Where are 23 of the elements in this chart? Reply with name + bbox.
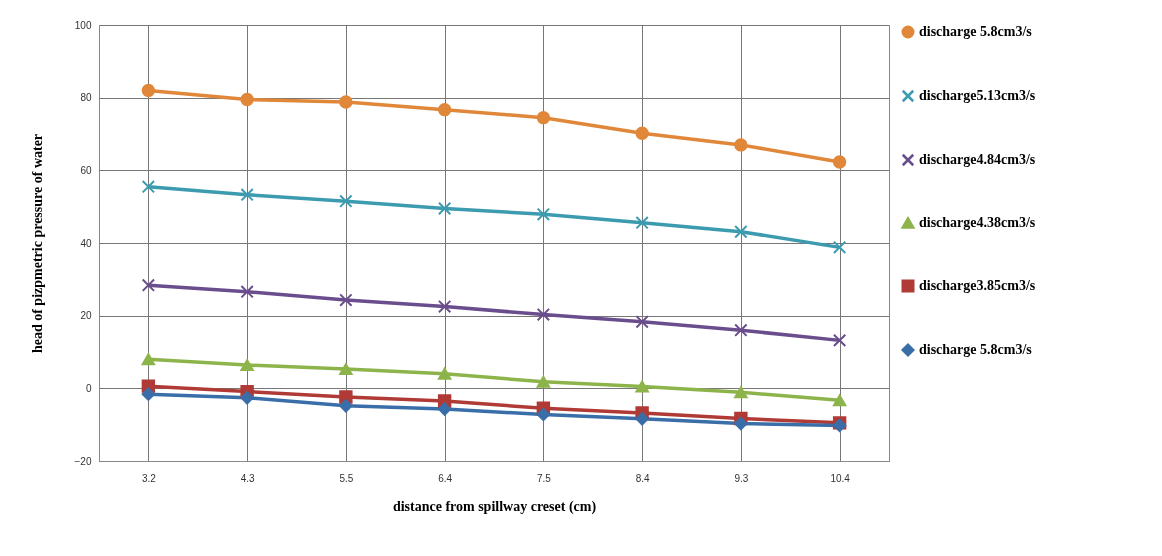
x-tick-label: 5.5 [339, 472, 354, 484]
legend-label: discharge5.13cm3/s [919, 88, 1036, 103]
x-tick-label: 10.4 [830, 472, 851, 484]
x-tick-label: 4.3 [240, 472, 256, 484]
y-tick-label: 80 [80, 92, 92, 104]
y-tick-label: 20 [80, 310, 92, 322]
y-tick-label: −20 [74, 455, 92, 467]
x-tick-label: 6.4 [438, 472, 453, 484]
legend-label: discharge 5.8cm3/s [919, 24, 1033, 39]
y-tick-label: 60 [80, 164, 92, 176]
legend-label: discharge4.38cm3/s [919, 215, 1036, 230]
legend-label: discharge4.84cm3/s [919, 152, 1036, 167]
x-tick-label: 7.5 [536, 472, 552, 484]
y-axis-title: head of pizpmetric pressure of water [29, 133, 45, 354]
x-tick-label: 9.3 [734, 472, 749, 484]
y-tick-label: 0 [85, 382, 92, 394]
y-tick-label: 100 [74, 19, 92, 31]
legend-label: discharge3.85cm3/s [919, 278, 1036, 293]
x-tick-label: 8.4 [635, 472, 651, 484]
y-tick-label: 40 [80, 237, 92, 249]
legend-label: discharge 5.8cm3/s [919, 342, 1033, 357]
x-axis-title: distance from spillway creset (cm) [392, 498, 597, 515]
x-tick-label: 3.2 [141, 472, 157, 484]
